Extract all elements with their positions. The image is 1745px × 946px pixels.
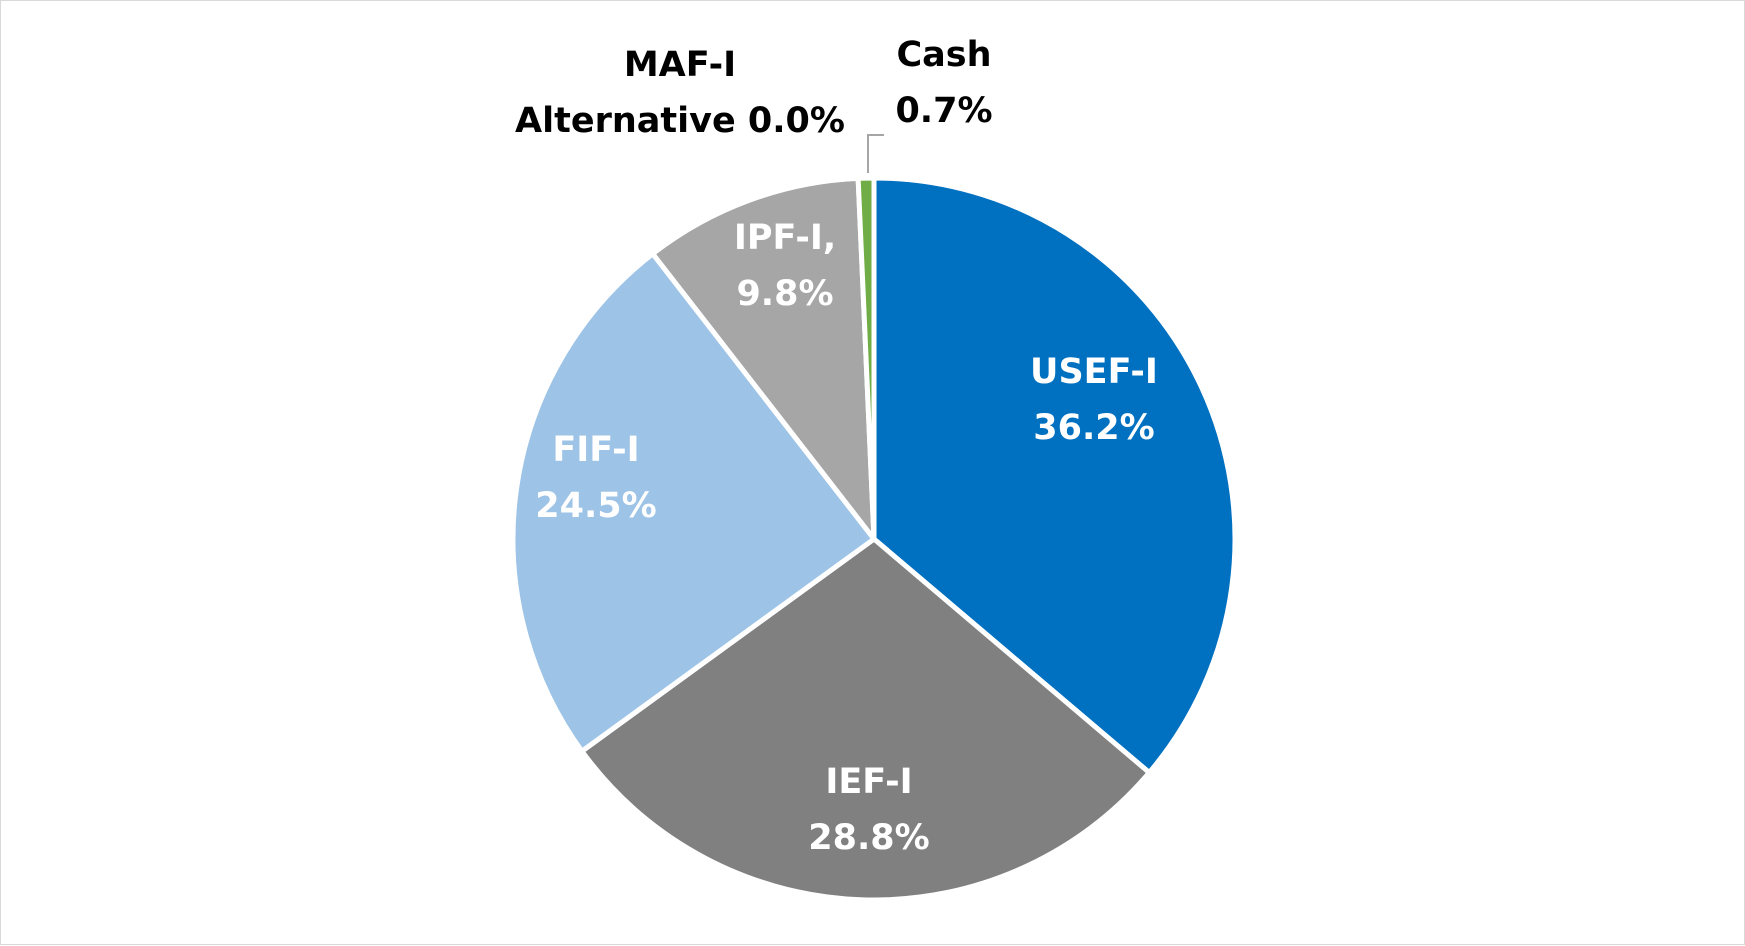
pie-slice-cash bbox=[855, 175, 877, 542]
slice-value-ief-i: 28.8% bbox=[808, 818, 929, 858]
pie-slice-usef-i bbox=[871, 175, 1238, 776]
pie-slices bbox=[510, 175, 1238, 903]
leader-line-cash bbox=[867, 134, 884, 173]
leader-lines bbox=[867, 134, 884, 173]
pie-slice-ief-i bbox=[579, 536, 1152, 903]
slice-label-maf-i: MAF-I bbox=[624, 45, 736, 85]
slice-value-maf-i: Alternative 0.0% bbox=[515, 101, 845, 141]
slice-labels: USEF-I 36.2% IEF-I 28.8% FIF-I 24.5% IPF-I, 9.8… bbox=[515, 35, 1158, 858]
slice-label-fif-i: FIF-I bbox=[552, 430, 639, 470]
slice-label-ief-i: IEF-I bbox=[825, 762, 912, 802]
slice-label-usef-i: USEF-I bbox=[1030, 352, 1158, 392]
slice-value-fif-i: 24.5% bbox=[535, 486, 656, 526]
slice-value-usef-i: 36.2% bbox=[1033, 408, 1154, 448]
pie-slice-fif-i bbox=[510, 251, 877, 754]
pie-slice-ipf-i bbox=[650, 175, 877, 542]
slice-value-cash: 0.7% bbox=[895, 91, 992, 131]
slice-label-cash: Cash bbox=[896, 35, 991, 75]
slice-value-ipf-i: 9.8% bbox=[736, 274, 833, 314]
slice-label-ipf-i: IPF-I, bbox=[734, 218, 836, 258]
